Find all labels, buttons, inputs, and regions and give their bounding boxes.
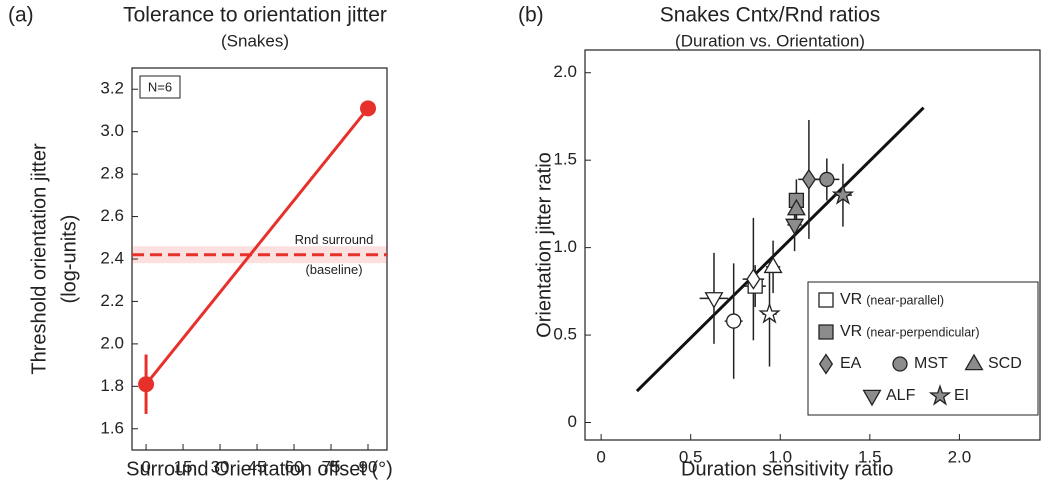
legend-marker (892, 356, 908, 372)
y-tick-label: 1.6 (100, 418, 124, 437)
legend-label: VR (840, 323, 862, 340)
annotation-box (139, 75, 181, 99)
series-line (144, 107, 370, 386)
x-tick-label: 0 (596, 447, 605, 466)
plot-frame (584, 49, 1041, 441)
x-tick-label: 15 (174, 457, 193, 476)
y-tick-label: 2.6 (100, 206, 124, 225)
y-axis-label: Threshold orientation jitter (28, 143, 50, 375)
x-tick-label: 60 (285, 457, 304, 476)
legend-label: SCD (988, 355, 1022, 372)
data-point (758, 302, 781, 324)
y-tick-label: 1.5 (553, 150, 577, 169)
legend-marker (818, 292, 834, 308)
legend-note: (near-parallel) (866, 293, 944, 307)
panel-label: (a) (8, 4, 34, 27)
chart-title: Tolerance to orientation jitter (123, 4, 387, 27)
legend-note: (near-perpendicular) (866, 325, 979, 339)
y-tick-label: 3.2 (100, 79, 124, 98)
legend-marker (818, 353, 834, 375)
x-tick-label: 30 (211, 457, 230, 476)
x-tick-label: 0.5 (679, 447, 703, 466)
chart-subtitle: (Snakes) (221, 31, 289, 50)
annotation: N=6 (148, 79, 172, 94)
y-tick-label: 0 (568, 412, 577, 431)
x-tick-label: 1.0 (768, 447, 792, 466)
data-point (801, 168, 816, 191)
y-tick-label: 2.2 (100, 291, 124, 310)
legend-label: VR (840, 291, 862, 308)
x-tick-label: 75 (322, 457, 341, 476)
baseline-label: Rnd surround (295, 232, 374, 247)
legend-marker (964, 353, 984, 371)
chart-title: Snakes Cntx/Rnd ratios (660, 4, 881, 27)
x-tick-label: 45 (248, 457, 267, 476)
y-axis-label: (log-units) (58, 215, 80, 304)
data-point (786, 198, 806, 216)
y-tick-label: 2.0 (553, 62, 577, 81)
y-axis-label: Orientation jitter ratio (533, 152, 555, 338)
panel-label: (b) (518, 4, 544, 27)
data-point (785, 218, 805, 236)
data-point (819, 171, 835, 188)
y-tick-label: 2.0 (100, 333, 124, 352)
y-tick-label: 2.8 (100, 164, 124, 183)
legend-label: EA (840, 355, 862, 372)
data-point (704, 292, 724, 309)
x-tick-label: 0 (141, 457, 150, 476)
fit-line (635, 106, 925, 393)
legend-label: ALF (886, 387, 916, 404)
data-point (138, 376, 155, 393)
legend-label: MST (914, 355, 948, 372)
y-tick-label: 1.8 (100, 376, 124, 395)
data-point (746, 268, 761, 290)
baseline-label: (baseline) (305, 262, 362, 277)
data-point (726, 313, 742, 329)
chart-subtitle: (Duration vs. Orientation) (675, 31, 865, 50)
legend-box (807, 281, 1039, 416)
data-point (831, 183, 855, 205)
legend-marker (818, 324, 834, 340)
x-axis-label: Duration sensitivity ratio (681, 458, 893, 480)
x-tick-label: 1.5 (858, 447, 882, 466)
x-tick-label: 90 (359, 457, 378, 476)
legend-marker (862, 389, 882, 407)
data-point (360, 100, 377, 117)
y-tick-label: 2.4 (100, 248, 124, 267)
y-tick-label: 1.0 (553, 237, 577, 256)
y-tick-label: 0.5 (553, 325, 577, 344)
y-tick-label: 3.0 (100, 121, 124, 140)
x-axis-label: Surround Orientation offset (°) (126, 458, 393, 480)
legend-marker (928, 384, 952, 406)
data-point (763, 256, 783, 274)
x-tick-label: 2.0 (948, 447, 972, 466)
legend-label: EI (954, 387, 969, 404)
